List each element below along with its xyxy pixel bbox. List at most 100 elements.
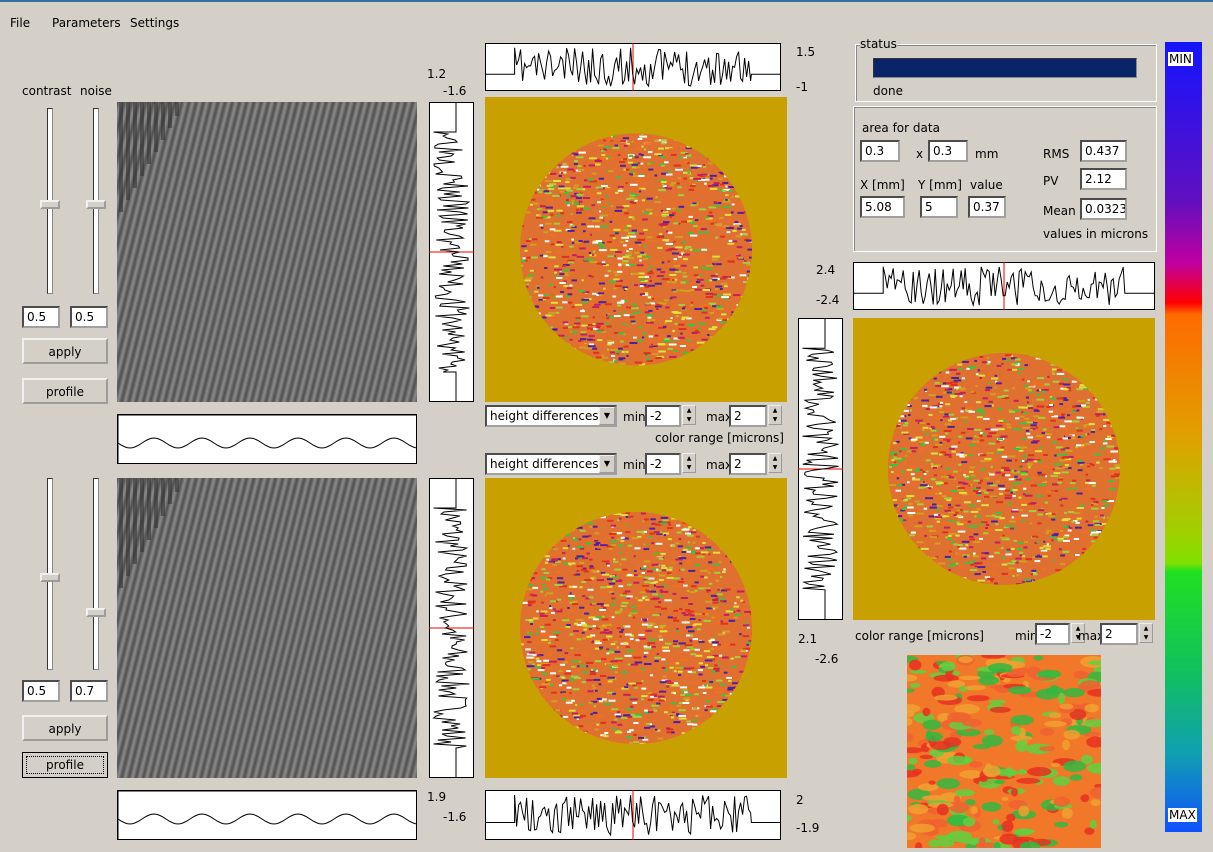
dropdown-arrow[interactable]: ▼: [599, 407, 615, 425]
speckle-dot: [904, 410, 909, 412]
dropdown-arrow[interactable]: ▼: [599, 455, 615, 473]
speckle-dot: [635, 167, 639, 169]
menu-file[interactable]: File: [10, 16, 30, 30]
heat-blob: [1008, 686, 1031, 694]
speckle-dot: [599, 178, 604, 180]
speckle-dot: [546, 579, 550, 581]
menu-parameters[interactable]: Parameters: [52, 16, 121, 30]
max-spinner[interactable]: ▲▼: [768, 453, 782, 473]
speckle-dot: [541, 639, 547, 641]
speckle-dot: [664, 669, 668, 671]
speckle-dot: [722, 657, 729, 659]
speckle-dot: [640, 285, 644, 287]
contrast-input[interactable]: 0.5: [22, 306, 60, 328]
speckle-dot: [693, 178, 701, 180]
speckle-dot: [594, 304, 601, 306]
max-spinner[interactable]: ▲▼: [768, 405, 782, 425]
speckle-dot: [733, 294, 740, 296]
noise-input[interactable]: 0.5: [70, 306, 108, 328]
speckle-dot: [642, 520, 644, 522]
y-mm-input[interactable]: 5: [920, 196, 958, 218]
max-input[interactable]: 2: [729, 405, 767, 427]
app-window: File Parameters Settings contrast noise …: [0, 0, 1213, 852]
contrast-input[interactable]: 0.5: [22, 680, 60, 702]
speckle-dot: [953, 471, 958, 473]
speckle-dot: [561, 172, 563, 174]
speckle-dot: [587, 328, 593, 330]
speckle-dot: [732, 230, 736, 232]
noise-slider[interactable]: [86, 478, 106, 668]
speckle-dot: [551, 692, 557, 694]
profile-button[interactable]: profile: [22, 752, 108, 778]
speckle-dot: [1005, 497, 1012, 499]
speckle-dot: [923, 481, 925, 483]
speckle-dot: [1110, 451, 1118, 453]
speckle-dot: [533, 618, 538, 620]
speckle-dot: [911, 473, 915, 475]
max-input[interactable]: 2: [729, 453, 767, 475]
speckle-dot: [980, 454, 986, 456]
speckle-dot: [589, 157, 597, 159]
speckle-dot: [713, 564, 720, 566]
min-input[interactable]: -2: [645, 405, 681, 427]
max-spinner[interactable]: ▲▼: [1139, 623, 1153, 643]
speckle-dot: [1054, 455, 1056, 457]
height-input[interactable]: 0.3: [928, 140, 968, 162]
speckle-dot: [970, 484, 973, 486]
speckle-dot: [958, 442, 960, 444]
speckle-dot: [616, 177, 621, 179]
speckle-dot: [1015, 354, 1021, 356]
profile-button[interactable]: profile: [22, 378, 108, 404]
speckle-dot: [935, 444, 942, 446]
contrast-slider[interactable]: [40, 108, 60, 292]
mode-dropdown[interactable]: height differences▼: [485, 405, 617, 427]
width-input[interactable]: 0.3: [860, 140, 900, 162]
rms-input[interactable]: 0.437: [1080, 140, 1127, 162]
speckle-dot: [1069, 389, 1072, 391]
noise-input[interactable]: 0.7: [70, 680, 108, 702]
apply-button[interactable]: apply: [22, 338, 108, 364]
speckle-dot: [550, 672, 556, 674]
max-input[interactable]: 2: [1100, 623, 1138, 645]
speckle-dot: [663, 326, 667, 328]
min-spinner[interactable]: ▲▼: [682, 405, 696, 425]
speckle-dot: [699, 208, 706, 210]
min-spinner[interactable]: ▲▼: [682, 453, 696, 473]
speckle-dot: [566, 199, 569, 201]
min-input[interactable]: -2: [1035, 623, 1070, 645]
speckle-dot: [569, 246, 574, 248]
slider-thumb[interactable]: [40, 200, 60, 209]
speckle-dot: [730, 609, 733, 611]
min-input[interactable]: -2: [645, 453, 681, 475]
slider-thumb[interactable]: [86, 608, 106, 617]
speckle-dot: [585, 347, 592, 349]
mean-input[interactable]: 0.0323: [1080, 198, 1127, 220]
mode-dropdown[interactable]: height differences▼: [485, 453, 617, 475]
speckle-dot: [1074, 512, 1081, 514]
apply-button[interactable]: apply: [22, 715, 108, 741]
speckle-dot: [947, 514, 952, 516]
speckle-dot: [662, 215, 667, 217]
speckle-dot: [946, 468, 950, 470]
speckle-dot: [613, 310, 616, 312]
speckle-dot: [687, 551, 691, 553]
value-input[interactable]: 0.37: [968, 196, 1006, 218]
speckle-dot: [570, 592, 572, 594]
speckle-dot: [567, 610, 573, 612]
speckle-dot: [573, 630, 579, 632]
speckle-dot: [1070, 527, 1073, 529]
x-mm-input[interactable]: 5.08: [860, 196, 905, 218]
pv-input[interactable]: 2.12: [1080, 168, 1127, 190]
speckle-dot: [723, 201, 731, 203]
contrast-slider[interactable]: [40, 478, 60, 668]
speckle-dot: [635, 714, 643, 716]
speckle-dot: [617, 271, 622, 273]
noise-slider[interactable]: [86, 108, 106, 292]
heat-blob: [959, 770, 982, 779]
speckle-dot: [955, 535, 959, 537]
speckle-dot: [633, 582, 639, 584]
speckle-dot: [720, 236, 725, 238]
slider-thumb[interactable]: [40, 573, 60, 582]
menu-settings[interactable]: Settings: [130, 16, 179, 30]
slider-thumb[interactable]: [86, 200, 106, 209]
